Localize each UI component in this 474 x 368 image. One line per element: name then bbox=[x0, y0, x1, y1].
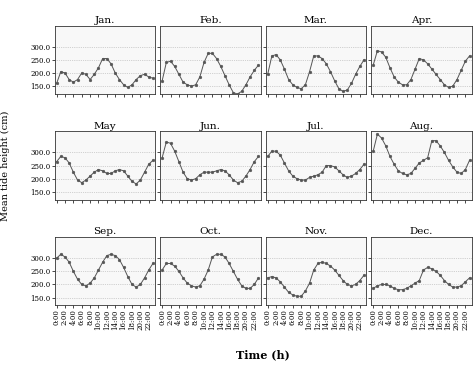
Title: Jan.: Jan. bbox=[95, 16, 115, 25]
Title: Jul.: Jul. bbox=[307, 122, 325, 131]
Title: Mar.: Mar. bbox=[304, 16, 328, 25]
Text: Mean tide height (cm): Mean tide height (cm) bbox=[1, 110, 10, 221]
Title: Sep.: Sep. bbox=[93, 227, 117, 237]
Title: Apr.: Apr. bbox=[410, 16, 432, 25]
Title: Aug.: Aug. bbox=[410, 122, 433, 131]
Title: Dec.: Dec. bbox=[410, 227, 433, 237]
Title: Jun.: Jun. bbox=[200, 122, 221, 131]
Title: Nov.: Nov. bbox=[304, 227, 328, 237]
Text: Time (h): Time (h) bbox=[236, 350, 290, 361]
Title: Oct.: Oct. bbox=[200, 227, 221, 237]
Title: May: May bbox=[93, 122, 116, 131]
Title: Feb.: Feb. bbox=[199, 16, 222, 25]
